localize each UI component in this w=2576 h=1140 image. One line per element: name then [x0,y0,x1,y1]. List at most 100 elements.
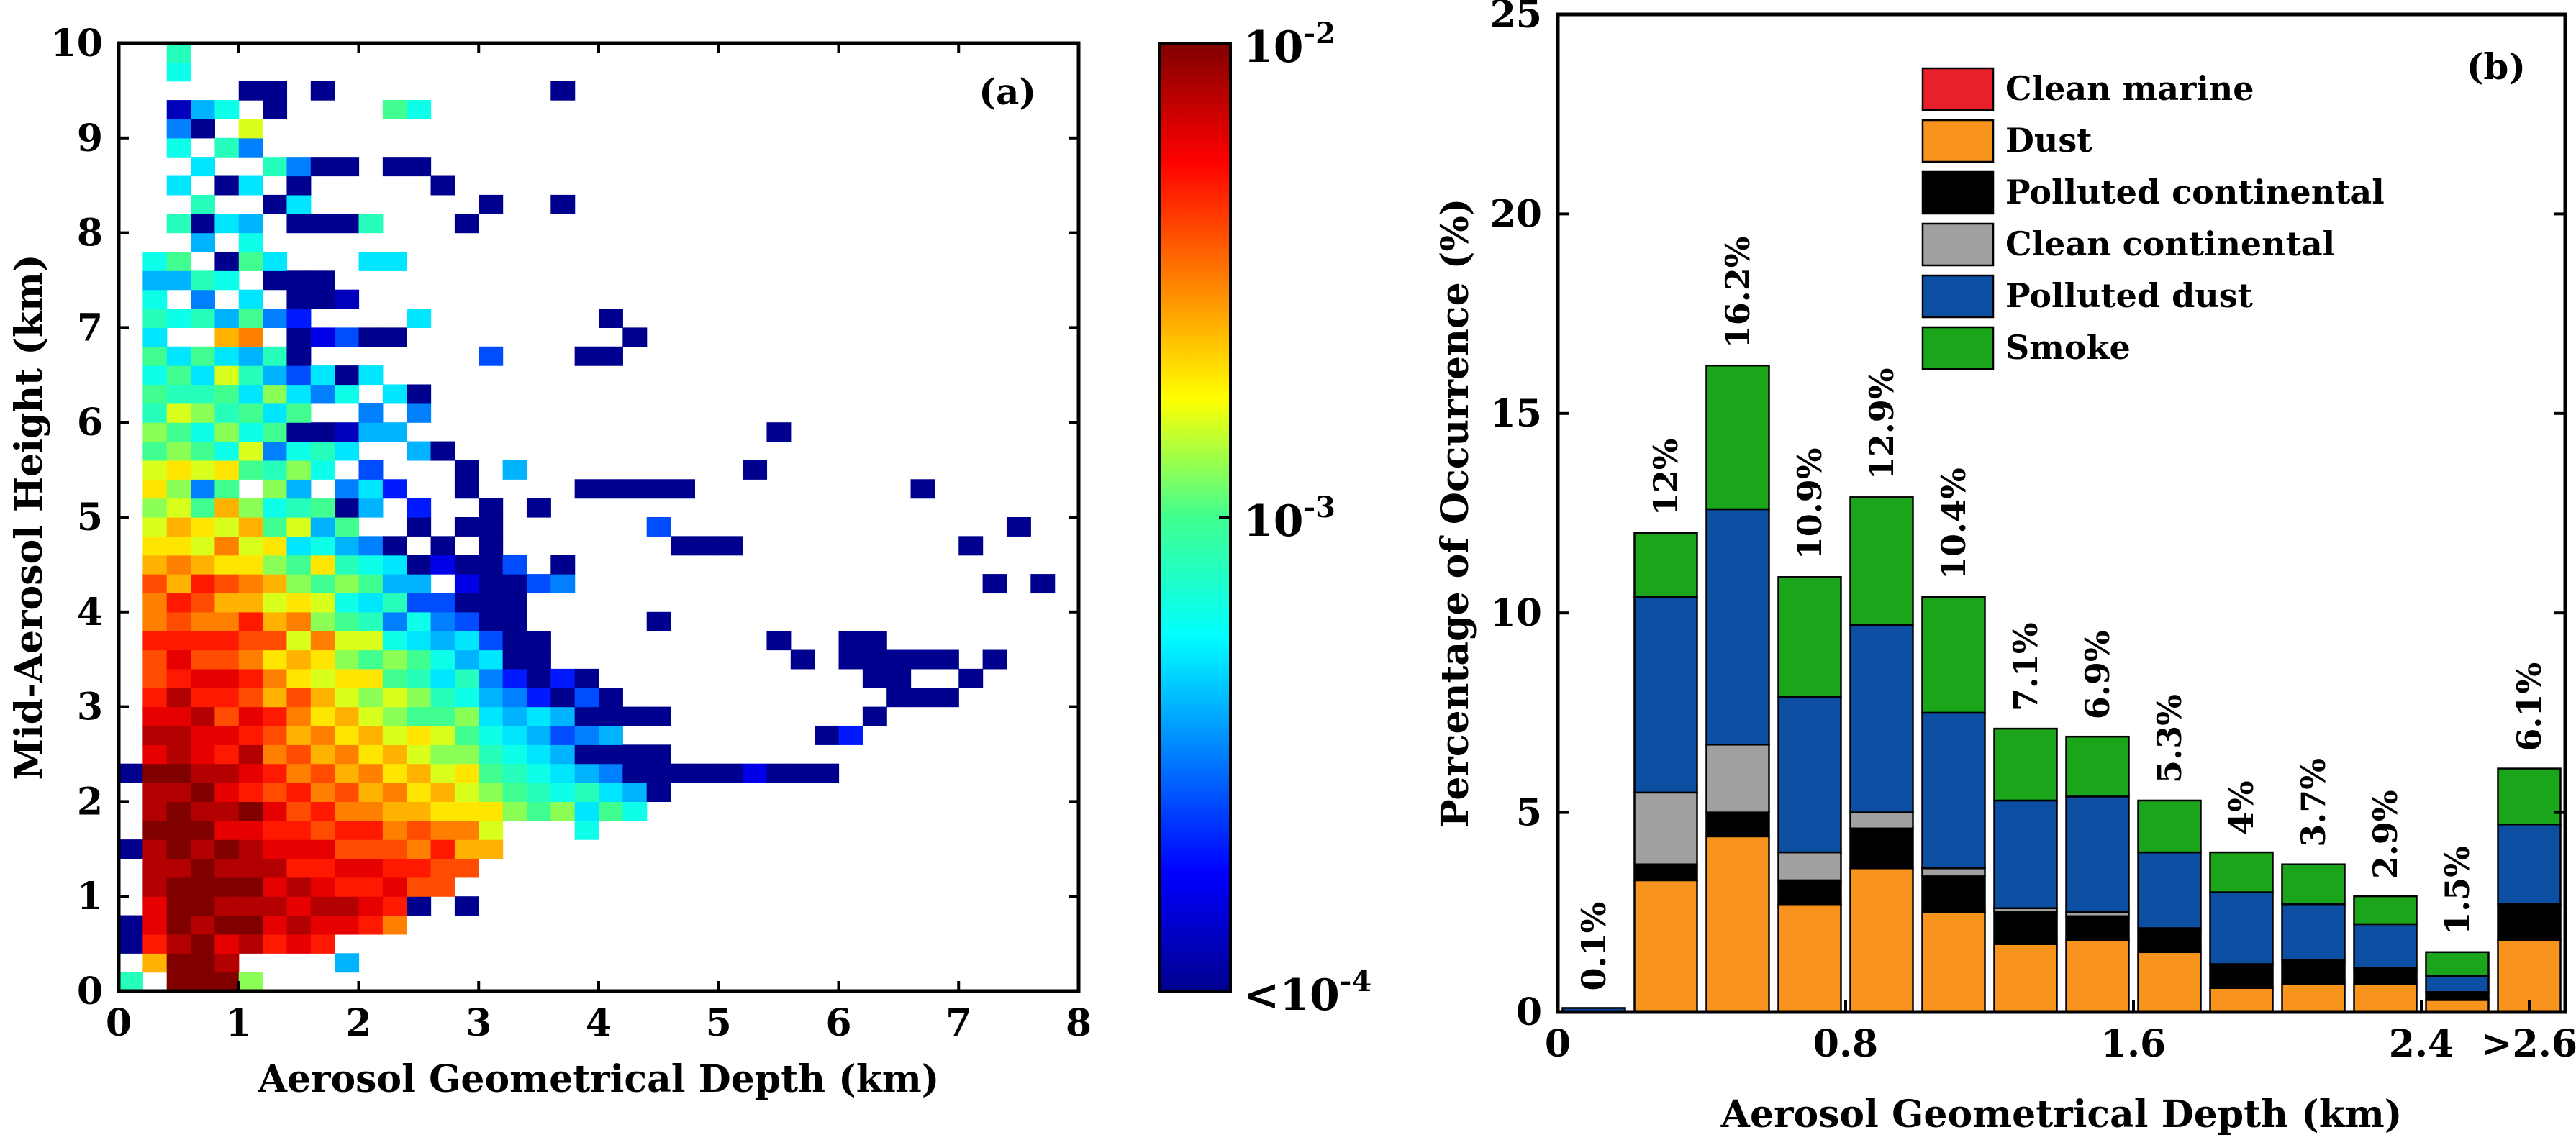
heatmap-cell [526,783,551,802]
heatmap-cell [214,593,240,613]
heatmap-cell [382,384,407,404]
heatmap-cell [310,668,335,688]
heatmap-cell [214,725,240,745]
heatmap-cell [430,593,455,613]
heatmap-cell [310,820,335,840]
heatmap-cell [910,688,935,708]
heatmap-cell [335,422,360,442]
bar-segment [2137,851,2202,929]
heatmap-cell [286,289,312,309]
heatmap-cell [335,593,360,613]
heatmap-cell [263,688,288,708]
heatmap-cell [142,744,168,765]
heatmap-cell [214,915,240,935]
heatmap-cell [815,763,840,783]
bar-segment [2137,951,2202,1013]
heatmap-cell [286,327,312,347]
legend-swatch [1921,67,1995,111]
colorbar [1160,43,1230,991]
legend-label: Clean marine [2005,69,2254,108]
heatmap-cell [142,460,168,480]
heatmap-cell [166,820,191,840]
heatmap-cell [407,498,432,518]
heatmap-cell [286,934,312,954]
heatmap-cell [646,479,671,499]
heatmap-cell [286,744,312,765]
bar-segment [2497,903,2562,941]
heatmap-cell [166,62,191,82]
heatmap-cell [430,536,455,556]
heatmap-cell [286,479,312,499]
heatmap-cell [263,536,288,556]
heatmap-cell [310,498,335,518]
heatmap-x-axis-label: Aerosol Geometrical Depth (km) [258,1057,940,1101]
colorbar-tick-label: <10-4 [1243,965,1371,1021]
heatmap-cell [550,668,576,688]
heatmap-cell [407,763,432,783]
heatmap-cell [335,214,360,234]
legend: Clean marine Dust Polluted continental Clea… [1921,67,2385,370]
heatmap-cell [214,270,240,291]
x-tick-label: 8 [1066,1001,1092,1045]
heatmap-cell [166,706,191,726]
heatmap-cell [166,137,191,158]
heatmap-cell [191,346,215,366]
heatmap-cell [335,611,360,631]
heatmap-cell [166,365,191,386]
heatmap-cell [454,839,479,859]
heatmap-cell [574,820,599,840]
heatmap-cell [263,441,288,461]
heatmap-cell [191,593,215,613]
heatmap-cell [238,422,263,442]
heatmap-cell [454,801,479,821]
heatmap-cell [407,839,432,859]
y-tick-label: 0 [77,970,103,1013]
heatmap-cell [191,896,215,916]
heatmap-cell [599,801,623,821]
heatmap-cell [430,763,455,783]
heatmap-cell [214,972,240,992]
heatmap-cell [191,422,215,442]
heatmap-cell [263,896,288,916]
heatmap-cell [310,896,335,916]
heatmap-cell [550,725,576,745]
heatmap-cell [310,783,335,802]
heatmap-cell [430,820,455,840]
bar-segment [2281,863,2346,906]
heatmap-cell [142,498,168,518]
heatmap-cell [358,479,384,499]
heatmap-cell [310,384,335,404]
heatmap-cell [214,100,240,120]
heatmap-cell [838,725,863,745]
heatmap-cell [430,858,455,878]
heatmap-cell [238,327,263,347]
bar-total-label: 1.5% [2438,846,2477,935]
heatmap-cell [214,858,240,878]
heatmap-cell [263,858,288,878]
heatmap-cell [263,763,288,783]
heatmap-cell [166,725,191,745]
bar-segment [2209,851,2274,893]
heatmap-cell [191,157,215,177]
heatmap-cell [263,194,288,214]
heatmap-cell [958,668,984,688]
stacked-bar-panel: 0 5 10 15 20 25 0 0.8 1.6 2.4 >2.6 0.1% 12% 16.2% 10.… [1433,0,2576,1136]
heatmap-cell [407,725,432,745]
heatmap-cell [1006,517,1031,537]
heatmap-cell [550,574,576,594]
heatmap-cell [358,896,384,916]
heatmap-cell [119,839,143,859]
heatmap-cell [286,877,312,897]
heatmap-cell [886,688,912,708]
heatmap-cell [430,611,455,631]
heatmap-cell [479,631,504,651]
heatmap-cell [430,649,455,670]
heatmap-cell [479,706,504,726]
heatmap-cell [310,725,335,745]
heatmap-cell [142,725,168,745]
heatmap-cell [191,309,215,328]
heatmap-cell [286,157,312,177]
heatmap-cell [622,706,648,726]
legend-label: Polluted continental [2005,173,2385,211]
heatmap-cell [191,744,215,765]
